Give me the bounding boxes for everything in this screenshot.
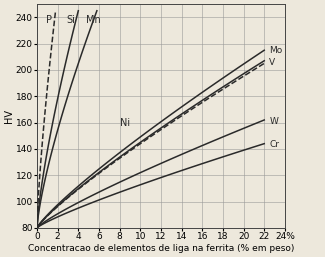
Text: Si: Si [67,15,75,25]
X-axis label: Concentracao de elementos de liga na ferrita (% em peso): Concentracao de elementos de liga na fer… [28,244,294,253]
Text: Cr: Cr [269,141,280,150]
Text: Mn: Mn [86,15,101,25]
Text: Mo: Mo [269,46,283,55]
Text: P: P [46,15,52,25]
Text: W: W [269,117,278,126]
Text: V: V [269,58,276,67]
Text: Ni: Ni [120,118,130,128]
Y-axis label: HV: HV [4,109,14,123]
